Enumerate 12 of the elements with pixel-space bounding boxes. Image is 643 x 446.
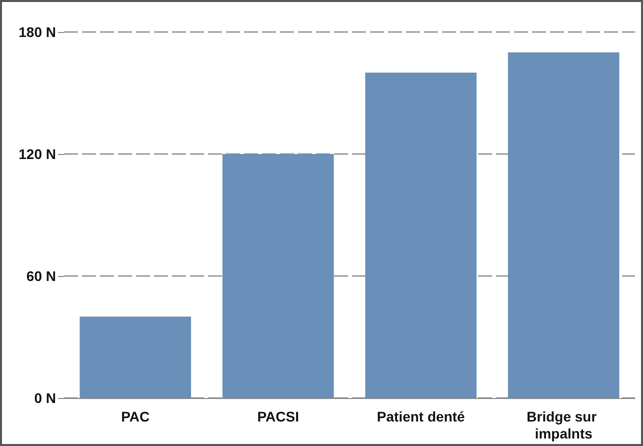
x-tick-label: PACSI: [257, 408, 299, 424]
x-tick-label: Patient denté: [376, 408, 466, 424]
bar: [80, 316, 192, 398]
bar: [508, 52, 620, 398]
bar: [222, 154, 334, 398]
y-tick-label: 0 N: [34, 390, 56, 406]
y-tick-label: 120 N: [18, 146, 56, 162]
y-tick-label: 180 N: [18, 24, 56, 40]
y-tick-label: 60 N: [26, 268, 56, 284]
x-tick-label: Bridge sur impalnts: [526, 408, 601, 442]
x-tick-label: PAC: [121, 408, 150, 424]
bar: [365, 72, 477, 398]
